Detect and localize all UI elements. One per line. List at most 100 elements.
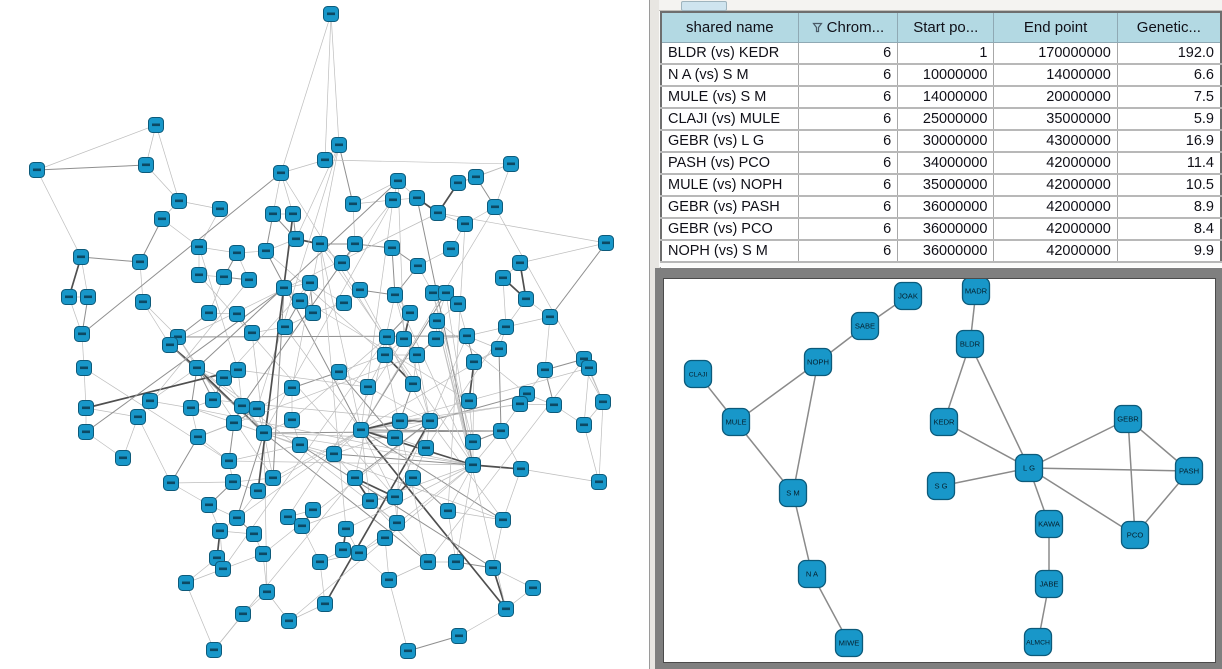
table-cell[interactable]: 170000000 xyxy=(993,42,1118,65)
overview-node[interactable] xyxy=(396,331,412,347)
overview-node[interactable] xyxy=(331,364,347,380)
table-cell[interactable]: 42000000 xyxy=(993,217,1118,241)
table-row[interactable]: BLDR (vs) KEDR 6 1 170000000 192.0 xyxy=(660,42,1222,65)
edge-LG-GEBR[interactable] xyxy=(1028,418,1129,469)
overview-network-canvas[interactable] xyxy=(0,0,649,669)
table-cell[interactable]: 6 xyxy=(797,239,899,263)
overview-node[interactable] xyxy=(345,196,361,212)
node-GEBR[interactable]: GEBR xyxy=(1113,404,1143,434)
overview-node[interactable] xyxy=(390,173,406,189)
overview-node[interactable] xyxy=(351,545,367,561)
overview-node[interactable] xyxy=(258,243,274,259)
overview-node[interactable] xyxy=(148,117,164,133)
table-cell[interactable]: 35000000 xyxy=(993,107,1118,131)
overview-node[interactable] xyxy=(305,305,321,321)
overview-node[interactable] xyxy=(377,530,393,546)
table-cell[interactable]: CLAJI (vs) MULE xyxy=(660,107,799,131)
table-cell[interactable]: 5.9 xyxy=(1116,107,1222,131)
overview-node[interactable] xyxy=(80,289,96,305)
overview-node[interactable] xyxy=(465,457,481,473)
overview-node[interactable] xyxy=(410,258,426,274)
table-cell[interactable]: 36000000 xyxy=(897,239,995,263)
node-JOAK[interactable]: JOAK xyxy=(893,281,923,311)
overview-node[interactable] xyxy=(422,413,438,429)
overview-node[interactable] xyxy=(190,429,206,445)
overview-node[interactable] xyxy=(226,415,242,431)
table-cell[interactable]: GEBR (vs) PCO xyxy=(660,217,799,241)
overview-node[interactable] xyxy=(215,561,231,577)
overview-node[interactable] xyxy=(317,152,333,168)
overview-node[interactable] xyxy=(347,236,363,252)
table-cell[interactable]: N A (vs) S M xyxy=(660,63,799,87)
table-row[interactable]: GEBR (vs) PASH 6 36000000 42000000 8.9 xyxy=(660,195,1222,219)
detail-network-canvas[interactable]: JOAK MADR SABE BLDR NOPH CLAJI MULE KEDR GEBR L G… xyxy=(663,276,1216,663)
table-row[interactable]: GEBR (vs) L G 6 30000000 43000000 16.9 xyxy=(660,129,1222,153)
overview-node[interactable] xyxy=(171,193,187,209)
overview-node[interactable] xyxy=(409,190,425,206)
overview-node[interactable] xyxy=(418,440,434,456)
table-cell[interactable]: 36000000 xyxy=(897,195,995,219)
overview-node[interactable] xyxy=(362,493,378,509)
node-LG[interactable]: L G xyxy=(1014,453,1044,483)
overview-node[interactable] xyxy=(244,325,260,341)
overview-node[interactable] xyxy=(229,245,245,261)
table-row[interactable]: GEBR (vs) PCO 6 36000000 42000000 8.4 xyxy=(660,217,1222,241)
overview-node[interactable] xyxy=(537,362,553,378)
overview-node[interactable] xyxy=(178,575,194,591)
overview-node[interactable] xyxy=(135,294,151,310)
node-SG[interactable]: S G xyxy=(926,471,956,501)
overview-node[interactable] xyxy=(503,156,519,172)
overview-node[interactable] xyxy=(384,240,400,256)
overview-node[interactable] xyxy=(285,206,301,222)
overview-node[interactable] xyxy=(335,542,351,558)
overview-node[interactable] xyxy=(392,413,408,429)
overview-node[interactable] xyxy=(191,239,207,255)
overview-node[interactable] xyxy=(323,6,339,22)
overview-node[interactable] xyxy=(440,503,456,519)
node-KAWA[interactable]: KAWA xyxy=(1034,509,1064,539)
table-cell[interactable]: 14000000 xyxy=(897,85,995,109)
overview-node[interactable] xyxy=(162,337,178,353)
node-CLAJI[interactable]: CLAJI xyxy=(683,359,713,389)
overview-node[interactable] xyxy=(338,521,354,537)
overview-node[interactable] xyxy=(385,192,401,208)
overview-node[interactable] xyxy=(74,326,90,342)
column-header-chrom-[interactable]: Chrom... xyxy=(797,11,899,43)
edge-KEDR-LG[interactable] xyxy=(943,421,1030,469)
overview-node[interactable] xyxy=(495,270,511,286)
overview-node[interactable] xyxy=(461,393,477,409)
overview-node[interactable] xyxy=(78,400,94,416)
overview-node[interactable] xyxy=(288,231,304,247)
overview-node[interactable] xyxy=(292,437,308,453)
overview-node[interactable] xyxy=(132,254,148,270)
overview-node[interactable] xyxy=(183,400,199,416)
table-cell[interactable]: 35000000 xyxy=(897,173,995,197)
overview-node[interactable] xyxy=(206,642,222,658)
table-cell[interactable]: 42000000 xyxy=(993,239,1118,263)
overview-node[interactable] xyxy=(163,475,179,491)
table-cell[interactable]: 36000000 xyxy=(897,217,995,241)
node-SABE[interactable]: SABE xyxy=(850,311,880,341)
edge-NOPH-MULE[interactable] xyxy=(735,361,819,423)
overview-node[interactable] xyxy=(420,554,436,570)
overview-node[interactable] xyxy=(468,169,484,185)
table-cell[interactable]: 10.5 xyxy=(1116,173,1222,197)
overview-node[interactable] xyxy=(448,554,464,570)
overview-node[interactable] xyxy=(576,417,592,433)
table-row[interactable]: N A (vs) S M 6 10000000 14000000 6.6 xyxy=(660,63,1222,87)
edge-NOPH-SM[interactable] xyxy=(792,361,819,494)
overview-node[interactable] xyxy=(336,295,352,311)
column-header-end-point[interactable]: End point xyxy=(993,11,1118,43)
overview-node[interactable] xyxy=(347,470,363,486)
edge-SG-LG[interactable] xyxy=(940,467,1030,487)
overview-node[interactable] xyxy=(201,305,217,321)
table-cell[interactable]: MULE (vs) S M xyxy=(660,85,799,109)
column-header-genetic-[interactable]: Genetic... xyxy=(1116,11,1222,43)
overview-node[interactable] xyxy=(498,319,514,335)
node-KEDR[interactable]: KEDR xyxy=(929,407,959,437)
overview-node[interactable] xyxy=(402,305,418,321)
overview-node[interactable] xyxy=(312,554,328,570)
table-cell[interactable]: 9.9 xyxy=(1116,239,1222,263)
overview-node[interactable] xyxy=(154,211,170,227)
overview-node[interactable] xyxy=(525,580,541,596)
